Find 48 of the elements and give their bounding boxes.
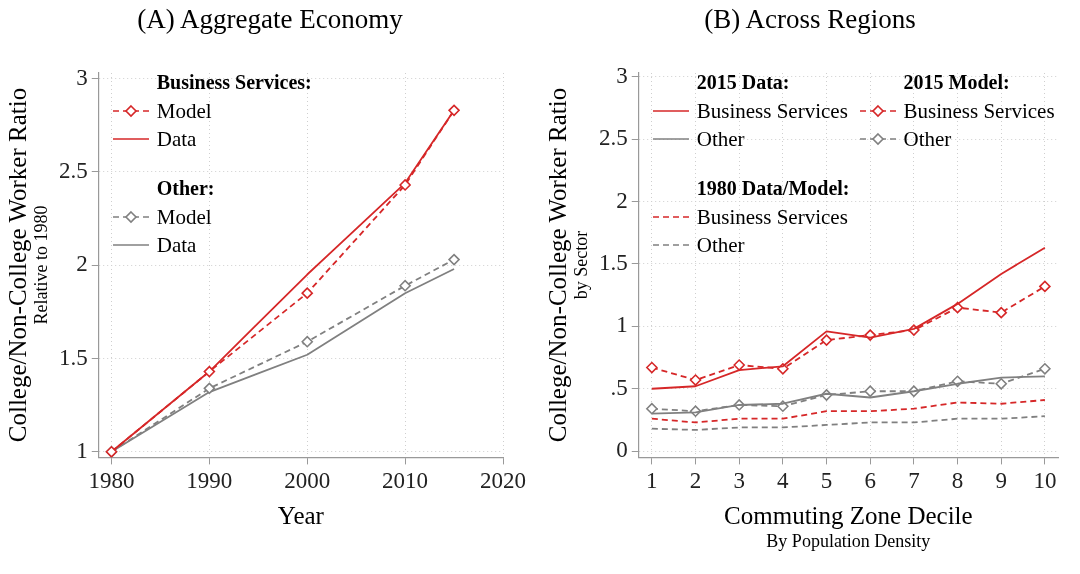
y-axis-title: College/Non-College Worker Ratio by Sector xyxy=(544,87,591,445)
annotation: 2015 Data: xyxy=(695,70,791,95)
x-tick-label: 2000 xyxy=(284,468,331,494)
x-tick-label: 6 xyxy=(864,468,876,494)
legend-label: Model xyxy=(156,204,212,231)
y-tick-label: 2 xyxy=(76,251,88,277)
legend-label: Data xyxy=(156,232,197,259)
chart-title: (B) Across Regions xyxy=(703,4,917,35)
x-tick-label: 4 xyxy=(777,468,790,494)
y-tick-label: 1 xyxy=(616,312,628,338)
legend-label: Business Services xyxy=(696,98,848,125)
x-tick-label: 1 xyxy=(646,468,658,494)
legend-label: Business Services xyxy=(696,204,848,231)
x-tick-label: 1980 xyxy=(88,468,135,494)
y-tick-label: 2.5 xyxy=(59,157,88,183)
annotation: 2015 Model: xyxy=(902,70,1011,95)
y-tick-label: 1 xyxy=(76,437,88,463)
x-tick-label: 8 xyxy=(951,468,964,494)
x-tick-label: 3 xyxy=(733,468,745,494)
y-tick-label: 1.5 xyxy=(59,344,88,370)
legend-label: Model xyxy=(156,98,212,125)
x-tick-label: 1990 xyxy=(186,468,233,494)
annotation: Business Services: xyxy=(155,70,312,95)
legend-label: Other xyxy=(696,232,745,259)
annotation: 1980 Data/Model: xyxy=(695,176,850,201)
x-tick-label: 7 xyxy=(908,468,920,494)
y-tick-label: 3 xyxy=(616,62,628,88)
y-tick-label: 3 xyxy=(76,64,88,90)
x-tick-label: 2 xyxy=(689,468,702,494)
x-axis-title: Year xyxy=(276,502,325,530)
y-tick-label: 1.5 xyxy=(599,250,628,275)
y-axis-title: College/Non-College Worker Ratio Relative to 1980 xyxy=(4,87,51,445)
legend-label: Other xyxy=(903,126,952,153)
x-tick-label: 9 xyxy=(995,468,1007,494)
y-tick-label: 2 xyxy=(616,187,628,213)
y-tick-label: 2.5 xyxy=(599,125,628,151)
chart-title: (A) Aggregate Economy xyxy=(136,4,404,35)
legend-label: Other xyxy=(696,126,745,153)
y-tick-label: 0 xyxy=(616,437,628,463)
x-tick-label: 2010 xyxy=(382,468,429,494)
x-tick-label: 10 xyxy=(1033,468,1057,494)
x-tick-label: 2020 xyxy=(480,468,526,494)
x-tick-label: 5 xyxy=(820,468,833,494)
legend-label: Business Services xyxy=(903,98,1055,125)
legend-label: Data xyxy=(156,126,197,153)
y-tick-label: .5 xyxy=(610,374,628,400)
annotation: Other: xyxy=(155,176,216,201)
x-axis-title: Commuting Zone Decile By Population Density xyxy=(723,502,974,552)
